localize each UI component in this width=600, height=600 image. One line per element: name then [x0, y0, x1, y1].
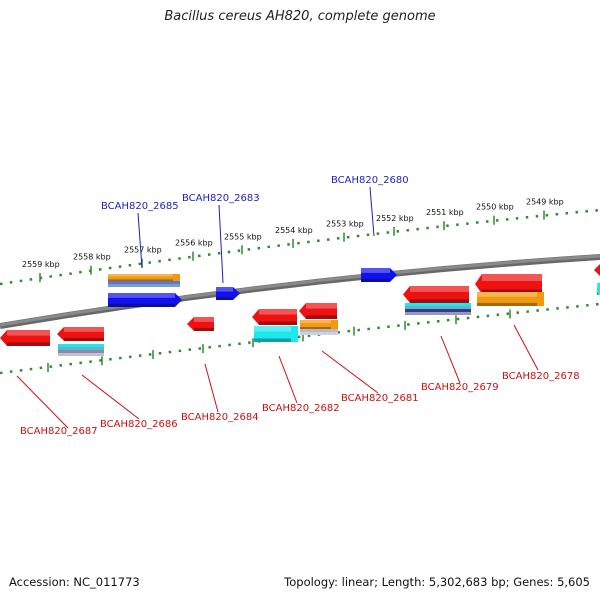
- scale-label: 2558 kbp: [73, 253, 111, 262]
- scale-label: 2557 kbp: [124, 246, 162, 255]
- scale-label: 2554 kbp: [275, 226, 313, 235]
- backbone-highlight: [0, 254, 600, 327]
- scale-label: 2552 kbp: [376, 214, 414, 223]
- gene-label-minus: BCAH820_2684: [181, 412, 259, 423]
- scale-label: 2553 kbp: [326, 220, 364, 229]
- gene-feature-red: [187, 317, 214, 331]
- gene-feature-red: [475, 274, 542, 294]
- scale-label: 2555 kbp: [224, 232, 262, 241]
- gene-feature-blue: [216, 287, 240, 300]
- gene-feature-stripe: [300, 329, 338, 335]
- gene-label-plus: BCAH820_2685: [101, 201, 179, 212]
- map-title: Bacillus cereus AH820, complete genome: [164, 9, 436, 24]
- lower-scale-ruler: [0, 302, 600, 375]
- gene-leader-line: [440, 335, 461, 384]
- gene-leader-line: [218, 204, 224, 284]
- gene-label-minus: BCAH820_2681: [341, 393, 419, 404]
- gene-feature-orange: [477, 292, 544, 306]
- gene-feature-stripe: [58, 344, 104, 356]
- gene-label-minus: BCAH820_2686: [100, 419, 178, 430]
- scale-label: 2556 kbp: [175, 239, 213, 248]
- genome-summary: Topology: linear; Length: 5,302,683 bp; …: [284, 575, 590, 589]
- gene-feature-blue: [361, 268, 397, 282]
- scale-label: 2551 kbp: [426, 208, 464, 217]
- gene-feature-red: [594, 264, 600, 276]
- gene-label-minus: BCAH820_2687: [20, 426, 98, 437]
- gene-feature-cyan: [597, 283, 600, 295]
- scale-label: 2550 kbp: [476, 203, 514, 212]
- scale-label: 2559 kbp: [22, 260, 60, 269]
- gene-feature-stripe: [405, 303, 471, 315]
- gene-leader-line: [369, 186, 375, 237]
- gene-leader-line: [16, 375, 69, 429]
- gene-feature-red: [57, 327, 104, 341]
- gene-feature-orange: [300, 320, 338, 329]
- gene-label-minus: BCAH820_2679: [421, 382, 499, 393]
- gene-label-minus: BCAH820_2682: [262, 403, 340, 414]
- gene-feature-red: [403, 286, 469, 303]
- gene-feature-blue: [108, 293, 182, 307]
- gene-leader-line: [204, 363, 219, 413]
- accession-text: Accession: NC_011773: [9, 575, 140, 589]
- gene-feature-red: [0, 330, 50, 346]
- gene-feature-stripe: [108, 281, 180, 287]
- gene-label-plus: BCAH820_2683: [182, 193, 260, 204]
- gene-feature-red: [252, 309, 297, 325]
- gene-feature-red: [299, 303, 337, 319]
- gene-feature-cyan: [254, 326, 298, 342]
- gene-leader-line: [321, 350, 379, 394]
- gene-label-plus: BCAH820_2680: [331, 175, 409, 186]
- gene-leader-line: [513, 324, 539, 371]
- upper-scale-ruler: [0, 208, 600, 286]
- gene-leader-line: [137, 212, 143, 269]
- gene-label-minus: BCAH820_2678: [502, 371, 580, 382]
- gene-feature-orange: [108, 274, 180, 281]
- scale-label: 2549 kbp: [526, 198, 564, 207]
- gene-leader-line: [81, 374, 140, 420]
- gene-leader-line: [278, 355, 298, 404]
